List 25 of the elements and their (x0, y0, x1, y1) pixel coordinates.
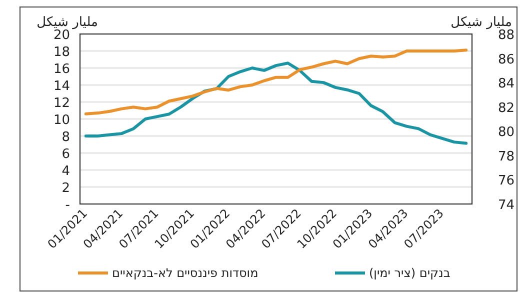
y2-axis-title: مليار شيكل (450, 15, 512, 30)
y-tick-label: 20 (53, 28, 70, 43)
y-tick-label: 16 (53, 62, 70, 77)
y2-tick-label: 86 (498, 52, 515, 68)
y2-tick-label: 74 (498, 198, 515, 213)
y2-tick-label: 82 (498, 100, 515, 116)
y-tick-label: 2 (62, 181, 70, 196)
y-tick-label: 14 (53, 79, 70, 94)
y2-tick-label: 84 (498, 76, 515, 92)
y-tick-label: 4 (62, 164, 70, 179)
y2-tick-label: 80 (498, 125, 515, 140)
y2-tick-label: 78 (498, 149, 515, 164)
y-tick-label: 12 (53, 96, 70, 111)
legend-label: בנקים (ציר ימין) (369, 266, 450, 280)
line-series (84, 48, 468, 116)
y-tick-label: 6 (62, 147, 70, 162)
y-axis-title: مليار شيكل (36, 15, 98, 30)
legend-label: מוסדות פיננסיים לא-בנקאיים (112, 266, 258, 280)
y-tick-label: 18 (53, 45, 70, 60)
y2-tick-label: 76 (498, 174, 515, 189)
y-tick-label: 10 (53, 113, 70, 128)
y-tick-label: 8 (62, 130, 70, 145)
line-series (84, 62, 468, 145)
y-tick-label: - (65, 198, 70, 213)
y2-tick-label: 88 (498, 28, 515, 43)
